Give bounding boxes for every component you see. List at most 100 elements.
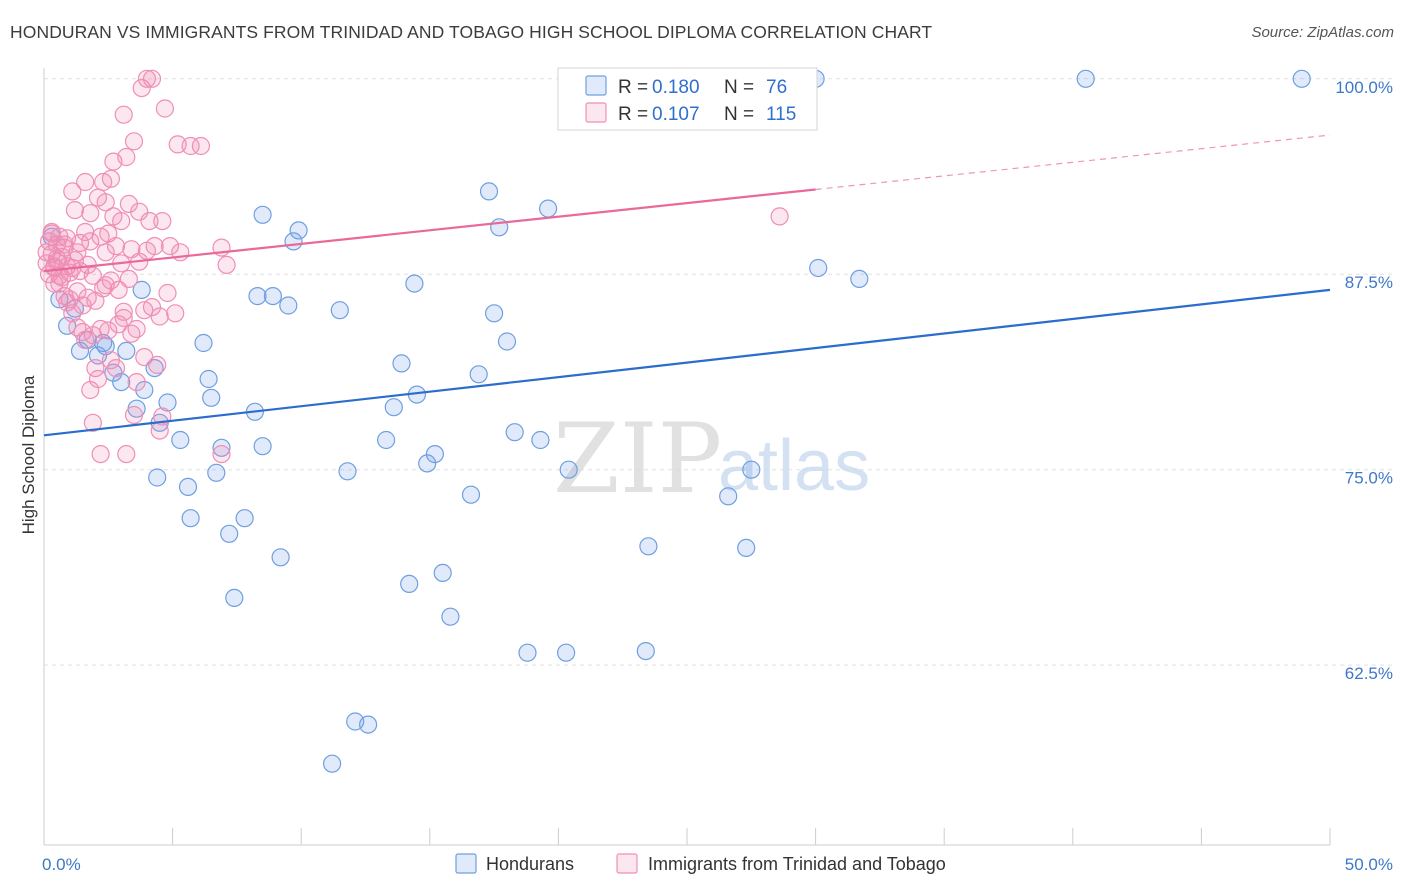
trinidad-point: [135, 348, 154, 367]
axes: 62.5% 75.0% 87.5% 100.0% 0.0% 50.0%: [42, 68, 1393, 874]
trinidad-point: [106, 237, 126, 256]
trinidad-trend-extension: [815, 134, 1331, 191]
trinidad-point: [45, 257, 64, 276]
trinidad-point: [137, 69, 156, 88]
honduran-point: [405, 274, 424, 293]
r-label: R =: [618, 104, 648, 125]
honduran-point: [400, 574, 419, 594]
trinidad-point: [57, 293, 77, 312]
trinidad-point: [158, 283, 177, 303]
honduran-point: [132, 280, 151, 299]
trinidad-point: [127, 373, 146, 392]
honduran-point: [418, 454, 437, 473]
series-legend-label: Immigrants from Trinidad and Tobago: [648, 854, 946, 874]
honduran-point: [248, 287, 267, 306]
trinidad-point: [86, 359, 105, 378]
honduran-point: [235, 509, 254, 528]
chart-title: HONDURAN VS IMMIGRANTS FROM TRINIDAD AND…: [10, 22, 933, 42]
honduran-point: [148, 468, 167, 487]
honduran-point: [850, 269, 869, 288]
stats-legend-box: [557, 67, 818, 131]
honduran-point: [338, 462, 357, 481]
trinidad-point: [166, 304, 185, 323]
trinidad-point: [96, 193, 115, 212]
honduran-point: [181, 509, 200, 528]
honduran-point: [719, 487, 738, 506]
honduran-point: [253, 437, 272, 456]
trinidad-point: [63, 182, 82, 201]
r-label: R =: [618, 77, 648, 98]
trinidad-point: [114, 308, 133, 328]
x-tick-label: 50.0%: [1345, 855, 1393, 874]
honduran-point: [220, 524, 239, 543]
trinidad-point: [68, 243, 87, 262]
trinidad-point: [181, 136, 200, 156]
n-value: 115: [766, 104, 796, 125]
honduran-point: [377, 430, 396, 450]
trinidad-point: [50, 274, 69, 293]
watermark-zip: ZIP: [553, 403, 722, 515]
trinidad-point: [127, 319, 146, 339]
honduran-point: [518, 643, 537, 662]
trinidad-trend-line: [43, 188, 816, 273]
trinidad-point: [42, 222, 61, 242]
honduran-point: [556, 643, 576, 662]
trinidad-point: [114, 302, 133, 321]
trinidad-point: [112, 212, 131, 231]
honduran-point: [253, 205, 272, 224]
trinidad-point: [99, 321, 118, 340]
trinidad-point: [191, 136, 210, 156]
honduran-point: [636, 641, 655, 661]
honduran-point: [1076, 69, 1095, 88]
honduran-point: [497, 332, 517, 351]
honduran-point: [96, 337, 115, 356]
trinidad-point: [114, 105, 133, 124]
trinidad-point: [142, 69, 162, 88]
trinidad-point: [117, 445, 136, 464]
trinidad-point: [83, 413, 103, 432]
trinidad-point: [212, 445, 231, 464]
honduran-point: [158, 393, 177, 412]
trinidad-point: [76, 172, 95, 192]
honduran-point: [531, 430, 550, 450]
trinidad-point: [217, 255, 236, 274]
trinidad-point: [770, 207, 789, 226]
honduran-point: [538, 199, 558, 218]
data-points: [37, 69, 1311, 773]
honduran-point: [171, 430, 190, 450]
trinidad-point: [83, 266, 103, 285]
series-legend: Hondurans Immigrants from Trinidad and To…: [455, 853, 946, 874]
honduran-point: [212, 438, 231, 457]
honduran-point: [225, 588, 244, 608]
honduran-point: [559, 460, 578, 479]
honduran-point: [271, 548, 290, 567]
trend-lines: [43, 134, 1331, 437]
trinidad-point: [96, 276, 115, 295]
trinidad-point: [81, 232, 100, 251]
trinidad-point: [153, 212, 172, 231]
honduran-point: [178, 477, 198, 496]
source-note: Source: ZipAtlas.com: [1251, 24, 1394, 41]
honduran-point: [809, 258, 828, 278]
honduran-point: [117, 341, 136, 360]
trinidad-point: [65, 201, 85, 220]
stats-legend-swatch: [585, 75, 607, 96]
honduran-point: [425, 445, 444, 464]
series-legend-swatch: [455, 853, 477, 874]
honduran-point: [323, 754, 342, 773]
stats-legend: R = 0.180 N = 76 R = 0.107 N = 115: [557, 67, 818, 131]
honduran-point: [639, 537, 658, 556]
honduran-point: [359, 715, 378, 734]
trinidad-point: [81, 380, 100, 400]
honduran-point: [469, 365, 488, 384]
honduran-point: [461, 485, 481, 504]
honduran-point: [112, 373, 131, 392]
honduran-point: [479, 182, 499, 201]
stats-legend-swatch: [585, 102, 607, 123]
honduran-point: [207, 463, 226, 482]
honduran-point: [289, 221, 308, 240]
honduran-point: [505, 423, 524, 442]
honduran-point: [485, 304, 504, 323]
